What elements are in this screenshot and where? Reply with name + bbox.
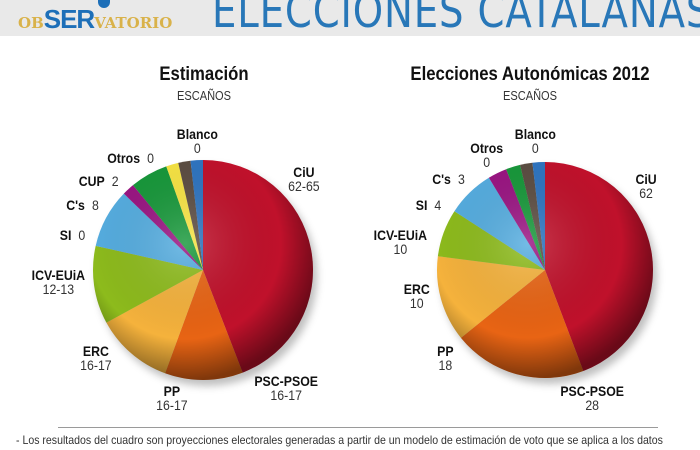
label-value: 0 (531, 140, 539, 156)
label-2012-otros: Otros 0 (470, 141, 503, 169)
label-2012-icv: ICV-EUiA 10 (374, 228, 427, 256)
observatorio-logo: OB SER VATORIO (18, 0, 173, 34)
label-value: 3 (457, 171, 465, 187)
label-name: Blanco (176, 126, 218, 142)
label-value: 62-65 (288, 178, 320, 194)
pie-chart-2012 (436, 162, 657, 384)
label-name: PSC-PSOE (254, 373, 319, 389)
label-2012-si: SI 4 (416, 198, 442, 213)
label-value: 8 (91, 197, 99, 213)
label-name: ERC (82, 343, 109, 359)
label-2012-psc: PSC-PSOE 28 (560, 384, 624, 412)
label-estimacion-pp: PP 16-17 (156, 384, 188, 412)
label-value: 16-17 (80, 357, 112, 373)
page-title: ELECCIONES CATALANAS (212, 0, 700, 38)
label-name: Otros (470, 140, 504, 156)
label-estimacion-icv: ICV-EUiA 12-13 (32, 268, 85, 296)
pie-chart-estimacion (93, 160, 317, 386)
label-name: SI (59, 227, 72, 243)
label-value: 0 (147, 150, 154, 166)
label-name: CiU (635, 171, 657, 187)
label-name: C's (66, 197, 85, 213)
label-name: ICV-EUiA (31, 267, 86, 283)
footnote-divider (58, 427, 658, 428)
label-value: 10 (393, 241, 408, 257)
chart-title-estimacion: Estimación (159, 64, 249, 85)
pie-shading (437, 162, 653, 378)
logo-dot-icon (98, 0, 110, 8)
label-estimacion-cs: C's 8 (66, 198, 99, 213)
label-value: 62 (639, 185, 653, 201)
chart-subtitle-estimacion: ESCAÑOS (176, 88, 232, 103)
label-estimacion-erc: ERC 16-17 (80, 344, 112, 372)
label-value: 4 (434, 197, 442, 213)
label-2012-ciu: CiU 62 (635, 172, 656, 200)
label-value: 28 (585, 397, 600, 413)
chart-subtitle-2012: ESCAÑOS (502, 88, 558, 103)
label-value: 16-17 (156, 397, 188, 413)
label-value: 2 (111, 173, 119, 189)
label-estimacion-si: SI 0 (60, 228, 86, 243)
label-value: 10 (409, 295, 424, 311)
label-2012-blanco: Blanco 0 (515, 127, 556, 155)
label-estimacion-cup: CUP 2 (79, 174, 119, 189)
label-2012-pp: PP 18 (437, 344, 453, 372)
chart-title-2012: Elecciones Autonómicas 2012 (410, 64, 650, 85)
label-estimacion-blanco: Blanco 0 (177, 127, 218, 155)
label-name: PP (163, 383, 181, 399)
label-name: PP (437, 343, 454, 359)
label-name: ERC (403, 281, 430, 297)
footnote: - Los resultados del cuadro son proyecci… (16, 433, 663, 447)
label-value: 12-13 (42, 281, 75, 297)
label-name: CUP (78, 173, 105, 189)
label-value: 0 (193, 140, 201, 156)
label-estimacion-psc: PSC-PSOE 16-17 (254, 374, 318, 402)
label-name: Blanco (514, 126, 556, 142)
label-value: 0 (483, 154, 491, 170)
label-value: 18 (438, 357, 453, 373)
label-estimacion-ciu: CiU 62-65 (288, 165, 320, 193)
label-value: 16-17 (270, 387, 302, 403)
logo-prefix: OB (18, 14, 44, 32)
label-name: C's (432, 171, 451, 187)
label-name: CiU (293, 164, 315, 180)
label-name: SI (415, 197, 428, 213)
header-banner: OB SER VATORIO ELECCIONES CATALANAS (0, 0, 700, 38)
label-2012-erc: ERC 10 (404, 282, 430, 310)
label-name: ICV-EUiA (373, 227, 428, 243)
label-2012-cs: C's 3 (432, 172, 465, 187)
label-name: Otros (107, 150, 141, 166)
logo-suffix: VATORIO (94, 14, 173, 32)
label-value: 0 (78, 227, 86, 243)
logo-brand: SER (43, 4, 95, 34)
label-estimacion-otros: Otros 0 (107, 151, 154, 166)
label-name: PSC-PSOE (560, 383, 625, 399)
pie-shading (93, 160, 313, 380)
